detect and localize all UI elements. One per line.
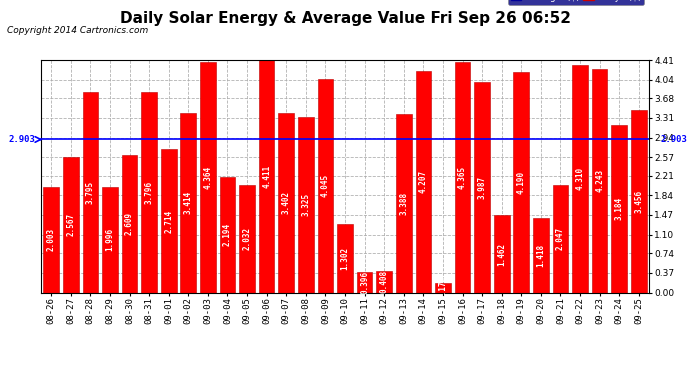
Text: 2.903: 2.903 (660, 135, 687, 144)
Bar (219, 177, 235, 292)
Bar (298, 117, 314, 292)
Text: 3.987: 3.987 (477, 176, 486, 199)
Bar (592, 69, 607, 292)
Text: 2.003: 2.003 (47, 228, 56, 251)
Text: 2.609: 2.609 (125, 212, 134, 235)
Bar (357, 272, 373, 292)
Bar (337, 224, 353, 292)
Bar (200, 62, 216, 292)
Bar (376, 271, 392, 292)
Text: 2.714: 2.714 (164, 209, 173, 232)
Text: 2.567: 2.567 (66, 213, 75, 236)
Text: 4.411: 4.411 (262, 165, 271, 188)
Text: 1.418: 1.418 (536, 243, 545, 267)
Text: 4.365: 4.365 (458, 166, 467, 189)
Bar (611, 124, 627, 292)
Bar (631, 110, 647, 292)
Bar (533, 218, 549, 292)
Bar (553, 184, 569, 292)
Bar (259, 60, 275, 292)
Text: 3.414: 3.414 (184, 191, 193, 214)
Text: 3.796: 3.796 (145, 181, 154, 204)
Text: 4.364: 4.364 (204, 166, 213, 189)
Bar (513, 72, 529, 292)
Text: 2.194: 2.194 (223, 223, 232, 246)
Bar (63, 157, 79, 292)
Text: 3.325: 3.325 (302, 193, 310, 216)
Bar (83, 92, 98, 292)
Bar (102, 187, 118, 292)
Text: 3.795: 3.795 (86, 181, 95, 204)
Text: 0.178: 0.178 (438, 276, 447, 299)
Bar (161, 149, 177, 292)
Text: 2.047: 2.047 (556, 227, 565, 250)
Text: 2.032: 2.032 (243, 227, 252, 251)
Text: 3.456: 3.456 (634, 190, 643, 213)
Bar (239, 185, 255, 292)
Bar (396, 114, 412, 292)
Bar (317, 79, 333, 292)
Text: 3.388: 3.388 (400, 192, 408, 215)
Bar (415, 71, 431, 292)
Bar (474, 82, 490, 292)
Text: 2.903: 2.903 (9, 135, 35, 144)
Text: 1.302: 1.302 (340, 247, 350, 270)
Text: 4.310: 4.310 (575, 167, 584, 190)
Text: 3.402: 3.402 (282, 191, 290, 214)
Bar (181, 112, 196, 292)
Bar (455, 62, 471, 292)
Text: 0.408: 0.408 (380, 270, 388, 293)
Bar (572, 65, 588, 292)
Text: 1.996: 1.996 (106, 228, 115, 252)
Text: 4.045: 4.045 (321, 174, 330, 197)
Text: Daily Solar Energy & Average Value Fri Sep 26 06:52: Daily Solar Energy & Average Value Fri S… (119, 11, 571, 26)
Text: 4.207: 4.207 (419, 170, 428, 193)
Bar (278, 113, 294, 292)
Text: Copyright 2014 Cartronics.com: Copyright 2014 Cartronics.com (7, 26, 148, 35)
Legend: Average  ($), Daily   ($): Average ($), Daily ($) (508, 0, 644, 4)
Bar (141, 92, 157, 292)
Text: 4.243: 4.243 (595, 169, 604, 192)
Bar (43, 187, 59, 292)
Text: 1.462: 1.462 (497, 242, 506, 266)
Text: 0.396: 0.396 (360, 270, 369, 294)
Bar (121, 155, 137, 292)
Bar (494, 215, 509, 292)
Text: 3.184: 3.184 (615, 197, 624, 220)
Text: 4.190: 4.190 (517, 171, 526, 194)
Bar (435, 283, 451, 292)
